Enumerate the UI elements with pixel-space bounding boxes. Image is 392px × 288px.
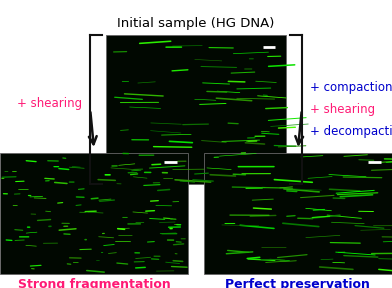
Bar bbox=[106, 35, 286, 184]
Text: + shearing: + shearing bbox=[17, 97, 82, 110]
Bar bbox=[0, 153, 188, 274]
Bar bbox=[204, 153, 392, 274]
Text: + decompaction: + decompaction bbox=[310, 124, 392, 138]
Text: + compaction: + compaction bbox=[310, 81, 392, 94]
Text: Strong fragmentation: Strong fragmentation bbox=[18, 278, 171, 288]
Text: Perfect preservation: Perfect preservation bbox=[225, 278, 370, 288]
Text: Initial sample (HG DNA): Initial sample (HG DNA) bbox=[117, 17, 275, 30]
Text: + shearing: + shearing bbox=[310, 103, 375, 116]
